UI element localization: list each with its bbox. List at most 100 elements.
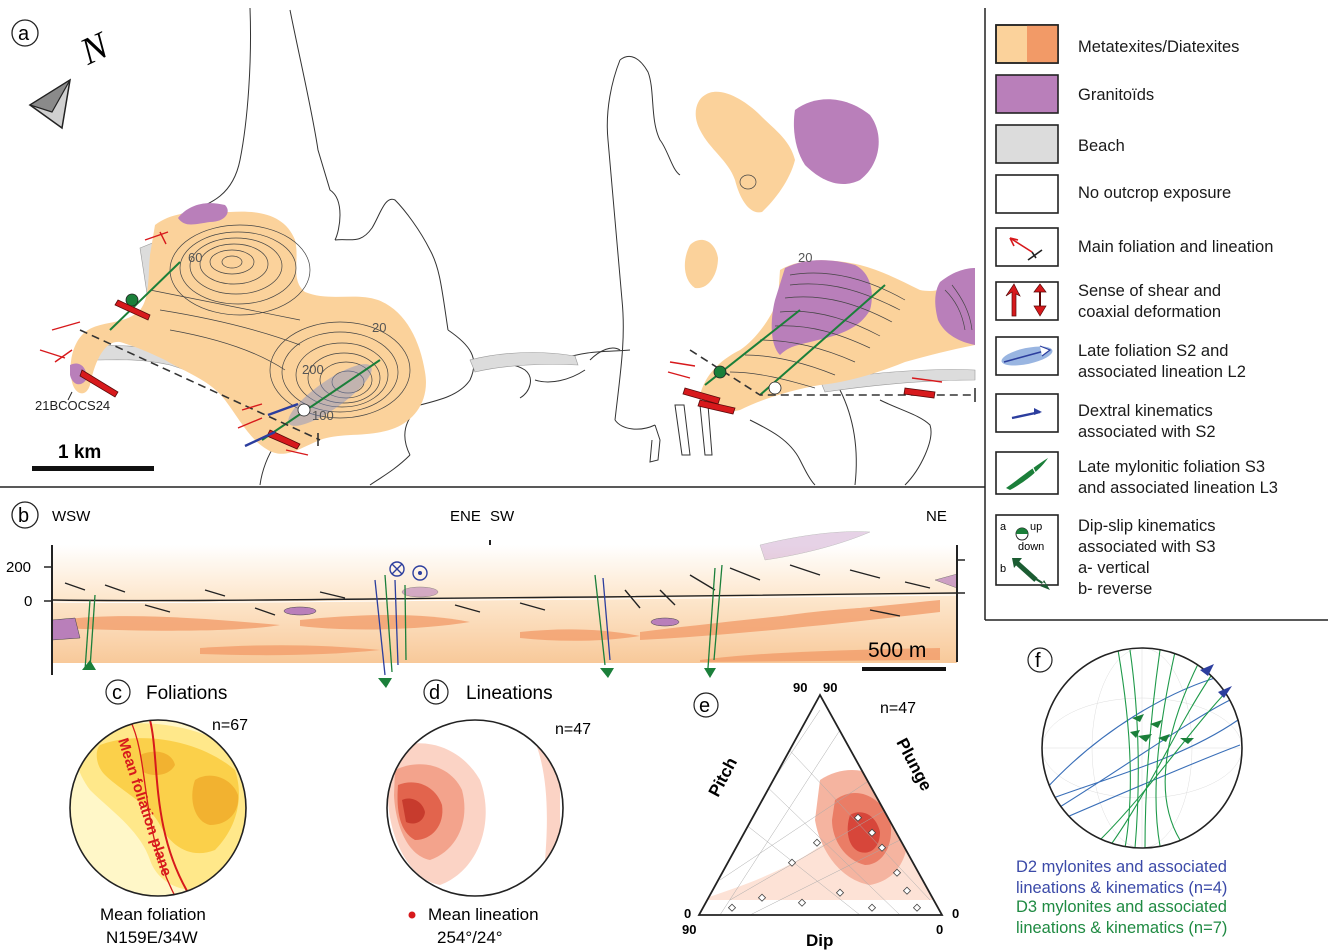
panel-c-foliations-stereonet: c Foliations n=67 Mean foliation plane M…	[69, 679, 248, 947]
d3-great-circles	[1099, 649, 1229, 848]
dipslip-label-a: a	[1000, 521, 1007, 533]
d2-lineation-arrows	[1200, 664, 1232, 698]
section-mid-ene: ENE	[450, 508, 481, 525]
panel-c-caption-1: Mean foliation	[100, 905, 206, 924]
panel-b-section: b WSW ENE SW NE	[6, 501, 965, 688]
legend-swatch-granitoid	[995, 74, 1059, 114]
legend-item-9-line-0: Dip-slip kinematics	[1078, 517, 1216, 535]
dipslip-label-up: up	[1030, 521, 1042, 533]
section-foliation-strokes	[64, 564, 931, 617]
section-y-tick-200: 200	[6, 559, 31, 576]
scale-label-km: 1 km	[58, 442, 101, 463]
panel-d-n: n=47	[555, 721, 591, 738]
panel-f-d3-line2: lineations & kinematics (n=7)	[1016, 919, 1227, 937]
panel-a-map: 60 20 200 100 20	[11, 7, 976, 486]
panel-b-letter: b	[18, 505, 29, 527]
legend-swatch-metatexite	[995, 24, 1059, 64]
legend-item-9-line-3: b- reverse	[1078, 580, 1152, 598]
legend-item-3-line-0: No outcrop exposure	[1078, 184, 1231, 202]
legend-item-8-line-0: Late mylonitic foliation S3	[1078, 458, 1265, 476]
legend-item-9-line-1: associated with S3	[1078, 538, 1216, 556]
section-dipslip-arrows	[82, 660, 716, 688]
sample-label: 21BCOCS24	[35, 398, 110, 413]
section-line-west	[79, 329, 321, 441]
panel-d-lineations-stereonet: d Lineations n=47 Mean lineation 254°/24…	[386, 679, 591, 947]
legend-item-9-line-2: a- vertical	[1078, 559, 1150, 577]
legend: a up down b Metatexites/Diatexites Granit…	[995, 24, 1278, 598]
section-scale-label: 500 m	[868, 639, 926, 662]
panel-d-title: Lineations	[466, 683, 553, 704]
contour-label-60: 60	[188, 250, 202, 265]
panel-c-caption-2: N159E/34W	[106, 928, 198, 947]
legend-swatch-beach	[995, 124, 1059, 164]
contour-label-20-east: 20	[798, 250, 812, 265]
dextral-arrows-map	[244, 402, 299, 448]
ternary-bl-90: 90	[682, 922, 696, 937]
legend-item-8-line-1: and associated lineation L3	[1078, 479, 1278, 497]
panel-c-title: Foliations	[146, 683, 227, 704]
legend-item-2-line-0: Beach	[1078, 137, 1125, 155]
ternary-axis-pitch: Pitch	[705, 754, 741, 800]
legend-item-6-line-1: associated lineation L2	[1078, 363, 1246, 381]
section-line-east	[689, 349, 975, 396]
north-arrow: N	[28, 23, 117, 130]
panel-d-caption-2: 254°/24°	[437, 928, 503, 947]
panel-d-caption-1: Mean lineation	[428, 905, 539, 924]
legend-item-7-line-1: associated with S2	[1078, 423, 1216, 441]
section-end-ne: NE	[926, 508, 947, 525]
strike-slip-symbols	[389, 561, 428, 581]
panel-a-marker	[11, 19, 39, 47]
section-end-wsw: WSW	[52, 508, 91, 525]
legend-item-4-line-0: Main foliation and lineation	[1078, 238, 1273, 256]
section-y-tick-0: 0	[24, 593, 32, 610]
ternary-br-0a: 0	[952, 906, 959, 921]
granitoid-lenses	[51, 531, 958, 641]
legend-item-6-line-0: Late foliation S2 and	[1078, 342, 1228, 360]
legend-item-5-line-1: coaxial deformation	[1078, 303, 1221, 321]
topographic-contours-west	[149, 224, 411, 419]
mean-lineation-marker	[408, 911, 416, 919]
contour-label-20: 20	[372, 320, 386, 335]
ternary-top-left-90: 90	[793, 680, 807, 695]
dipslip-label-b: b	[1000, 563, 1006, 575]
panel-f-d3-line1: D3 mylonites and associated	[1016, 898, 1227, 916]
panel-f-d2-line2: lineations & kinematics (n=4)	[1016, 879, 1227, 897]
panel-e-ternary-diagram: e n=47	[682, 680, 959, 950]
ternary-axis-dip: Dip	[806, 931, 833, 950]
scale-bar-map: 1 km	[32, 442, 154, 471]
section-scale-bar	[862, 667, 946, 671]
legend-item-1-line-0: Granitoïds	[1078, 86, 1154, 104]
section-mylonite-zones	[84, 564, 723, 676]
d3-lineation-arrows	[1130, 714, 1194, 744]
legend-swatch-shear	[995, 281, 1059, 321]
panel-f-mylonite-stereonet: f	[1016, 647, 1243, 937]
ternary-top-right-90: 90	[823, 680, 837, 695]
ternary-data-points	[727, 813, 922, 912]
panel-e-n: n=47	[880, 700, 916, 717]
panel-c-n: n=67	[212, 717, 248, 734]
foliation-lineation-symbols	[39, 231, 943, 456]
north-label: N	[73, 23, 117, 73]
legend-swatch-dextral	[995, 393, 1059, 433]
legend-item-7-line-0: Dextral kinematics	[1078, 402, 1213, 420]
panel-f-d2-line1: D2 mylonites and associated	[1016, 858, 1227, 876]
diatexite-bands	[60, 600, 940, 662]
contour-label-100: 100	[312, 408, 334, 423]
panel-a-letter: a	[18, 23, 30, 45]
topographic-contours-east	[729, 272, 973, 389]
legend-swatch-s3	[995, 451, 1059, 495]
legend-swatch-foliation	[995, 227, 1059, 267]
panel-f-letter: f	[1035, 650, 1041, 672]
ternary-br-0b: 0	[936, 922, 943, 937]
shear-arrows-map	[79, 299, 936, 450]
legend-item-5-line-0: Sense of shear and	[1078, 282, 1221, 300]
ternary-bl-0: 0	[684, 906, 691, 921]
legend-swatch-no-outcrop	[995, 174, 1059, 214]
dipslip-label-down: down	[1018, 541, 1044, 553]
section-mid-sw: SW	[490, 508, 515, 525]
panel-d-letter: d	[429, 682, 440, 704]
panel-e-letter: e	[699, 695, 710, 717]
dip-slip-markers-map	[125, 293, 782, 417]
contour-label-200: 200	[302, 362, 324, 377]
